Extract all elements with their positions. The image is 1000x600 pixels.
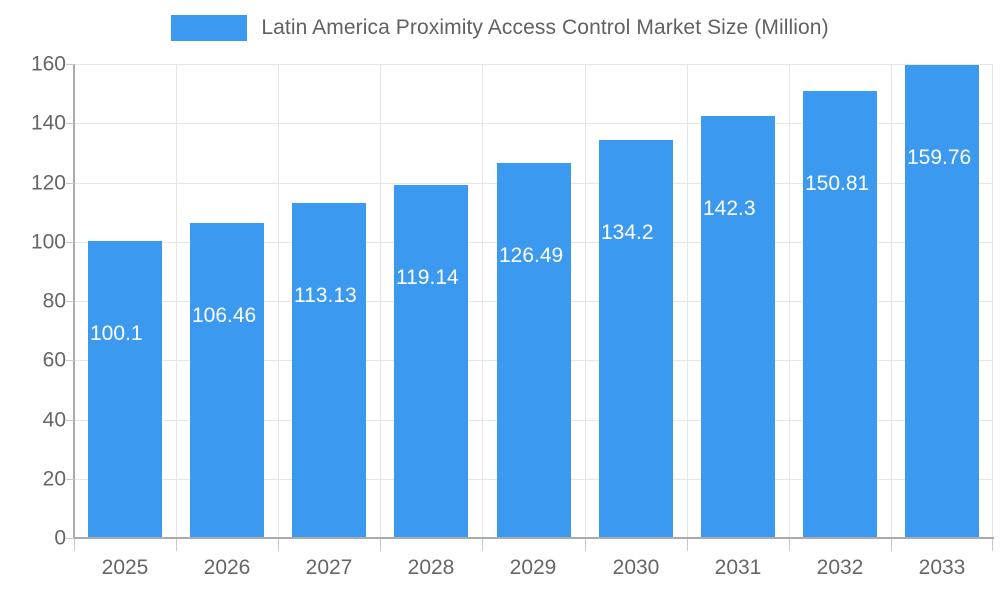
y-axis-tick-label: 160 [30, 52, 66, 76]
gridline-vertical [482, 64, 483, 538]
y-axis-tick-mark [66, 420, 74, 421]
y-axis-tick-label: 40 [42, 408, 66, 432]
x-axis-tick-mark [278, 539, 279, 551]
x-axis-tick-mark [687, 539, 688, 551]
y-axis-tick-label: 60 [42, 348, 66, 372]
gridline-vertical [789, 64, 790, 538]
x-axis-tick-mark [585, 539, 586, 551]
gridline-vertical [891, 64, 892, 538]
x-axis-tick-label: 2029 [509, 556, 557, 579]
y-axis-tick-label: 120 [30, 171, 66, 195]
gridline-horizontal [74, 123, 993, 124]
bar-value-label: 119.14 [396, 266, 459, 289]
y-axis-tick-mark [66, 64, 74, 65]
bar-value-label: 126.49 [499, 244, 564, 267]
bar[interactable] [905, 65, 979, 538]
legend-item-label: Latin America Proximity Access Control M… [261, 16, 829, 39]
bar-value-label: 113.13 [294, 284, 357, 307]
x-axis-tick-mark [176, 539, 177, 551]
y-axis-tick-label: 100 [30, 230, 66, 254]
x-axis-tick-label: 2032 [816, 556, 864, 579]
x-axis-tick-label: 2026 [203, 556, 251, 579]
bar[interactable] [88, 241, 162, 538]
y-axis-tick-mark [66, 360, 74, 361]
bar[interactable] [497, 163, 571, 538]
x-axis-tick-mark [789, 539, 790, 551]
bar-value-label: 150.81 [805, 172, 870, 195]
y-axis-tick-mark [66, 242, 74, 243]
x-axis-ticks: 2025 2026 2027 2028 2029 2030 2031 2032 2033 [74, 539, 994, 599]
x-axis-tick-label: 2025 [101, 556, 149, 579]
bar-value-label: 106.46 [192, 304, 257, 327]
x-axis-tick-mark [74, 539, 75, 551]
legend-color-swatch-icon [171, 15, 248, 41]
gridline-vertical [380, 64, 381, 538]
bar[interactable] [599, 140, 673, 538]
y-axis-tick-mark [66, 183, 74, 184]
legend-item-series-1[interactable]: Latin America Proximity Access Control M… [171, 15, 829, 41]
gridline-vertical [278, 64, 279, 538]
chart-legend: Latin America Proximity Access Control M… [0, 0, 1000, 56]
y-axis-ticks: 0 20 40 60 80 100 120 140 160 [0, 54, 74, 549]
gridline-vertical [687, 64, 688, 538]
x-axis-tick-mark [992, 539, 993, 551]
x-axis-line [74, 537, 994, 539]
gridline-vertical [585, 64, 586, 538]
bar[interactable] [292, 203, 366, 538]
x-axis-tick-label: 2033 [918, 556, 966, 579]
x-axis-tick-mark [482, 539, 483, 551]
y-axis-tick-mark [66, 123, 74, 124]
y-axis-line [73, 64, 75, 539]
y-axis-tick-label: 80 [42, 289, 66, 313]
bar-value-label: 100.1 [90, 322, 143, 345]
bar-value-label: 134.2 [601, 221, 654, 244]
x-axis-tick-label: 2027 [305, 556, 353, 579]
y-axis-tick-mark [66, 479, 74, 480]
bar-value-label: 159.76 [907, 146, 972, 169]
y-axis-tick-label: 140 [30, 111, 66, 135]
bar[interactable] [394, 185, 468, 538]
plot-area: 100.1 106.46 113.13 119.14 126.49 134.2 142.3 1… [74, 64, 993, 539]
gridline-vertical [992, 64, 993, 538]
x-axis-tick-label: 2030 [612, 556, 660, 579]
bar-value-label: 142.3 [703, 197, 756, 220]
bar[interactable] [803, 91, 877, 538]
y-axis-tick-label: 0 [54, 526, 66, 550]
gridline-horizontal [74, 64, 993, 65]
gridline-vertical [176, 64, 177, 538]
x-axis-tick-label: 2028 [407, 556, 455, 579]
y-axis-tick-mark [66, 301, 74, 302]
bar[interactable] [190, 223, 264, 538]
bar[interactable] [701, 116, 775, 538]
x-axis-tick-label: 2031 [714, 556, 762, 579]
x-axis-tick-mark [891, 539, 892, 551]
y-axis-tick-mark [66, 538, 74, 539]
y-axis-tick-label: 20 [42, 467, 66, 491]
x-axis-tick-mark [380, 539, 381, 551]
